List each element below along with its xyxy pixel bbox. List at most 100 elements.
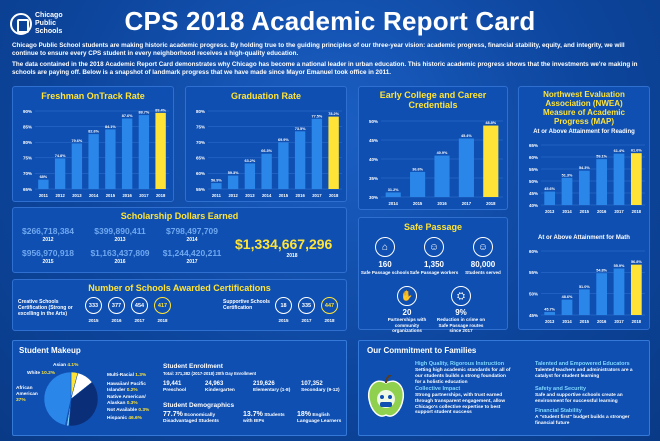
graduation-rate-xtick-label: 2016	[295, 193, 305, 198]
early-college-title: Early College and Career Credentials	[379, 90, 487, 110]
reading-data-label: 51.3%	[562, 173, 573, 177]
math-ytick-label: 50%	[529, 291, 538, 296]
math-xtick-label: 2017	[614, 319, 624, 324]
graduation-rate-ytick-label: 70%	[196, 140, 205, 145]
enrollment-item: 219,626 Elementary (1-8)	[253, 381, 291, 393]
math-data-label: 48.6%	[562, 295, 573, 299]
makeup-legend-native-american: Native American/ Alaskan 0.3%	[107, 395, 146, 406]
early-college-ytick-label: 50%	[369, 119, 378, 124]
safe-passage-panel: Safe Passage ⌂ 160 Safe Passage schools …	[358, 217, 508, 333]
safe-passage-title: Safe Passage	[403, 222, 463, 232]
early-college-xtick-label: 2018	[486, 201, 496, 206]
reading-data-label: 54.3%	[579, 166, 590, 170]
cert-count-circle: 335	[298, 297, 315, 314]
intro-paragraph-1: Chicago Public School students are makin…	[12, 42, 625, 57]
freshman-ontrack-ytick-label: 65%	[23, 187, 32, 192]
workers-icon: ☺	[424, 237, 444, 257]
commitment-head: Collective Impact	[415, 386, 461, 392]
reading-ytick-label: 65%	[529, 143, 538, 148]
freshman-ontrack-xtick-label: 2012	[55, 193, 65, 198]
early-college-data-label: 36.6%	[412, 167, 423, 171]
graduation-rate-ytick-label: 75%	[196, 124, 205, 129]
graduation-rate-xtick-label: 2013	[245, 193, 255, 198]
makeup-legend-hispanic: Hispanic 46.6%	[107, 416, 142, 421]
scholarship-year: 2016	[114, 259, 126, 265]
freshman-ontrack-bar	[88, 134, 99, 189]
reading-subtitle: At or Above Attainment for Reading	[533, 129, 635, 135]
freshman-ontrack-data-label: 84.1%	[105, 125, 116, 129]
reading-data-label: 61.6%	[631, 149, 642, 153]
graduation-rate-panel: Graduation Rate 55% 60% 65% 70% 75% 80% 56.9% 2…	[185, 86, 347, 202]
freshman-ontrack-data-label: 88.7%	[138, 111, 149, 115]
graduation-rate-bar	[311, 118, 323, 189]
reading-ytick-label: 60%	[529, 155, 538, 160]
safe-passage-label: Reduction in crime on Safe Passage route…	[436, 317, 486, 333]
math-ytick-label: 60%	[529, 249, 538, 254]
freshman-ontrack-bar	[155, 112, 166, 189]
early-college-data-label: 45.4%	[461, 134, 472, 138]
reading-bar	[561, 177, 573, 205]
early-college-bar	[410, 171, 426, 197]
partners-icon: ✋	[397, 286, 417, 306]
freshman-ontrack-bar	[71, 143, 83, 189]
makeup-legend-not-available: Not Available 0.3%	[107, 408, 150, 413]
scholarship-panel: Scholarship Dollars Earned $266,718,384 …	[12, 207, 347, 273]
safe-passage-value: 20	[402, 308, 412, 317]
cert-year: 2015	[88, 318, 99, 323]
math-xtick-label: 2013	[545, 319, 555, 324]
reading-xtick-label: 2016	[597, 209, 607, 214]
early-college-xtick-label: 2014	[389, 201, 399, 206]
math-xtick-label: 2014	[562, 319, 572, 324]
cert-year: 2018	[157, 318, 168, 323]
scholarship-title: Scholarship Dollars Earned	[120, 211, 239, 221]
freshman-ontrack-panel: Freshman OnTrack Rate 65% 70% 75% 80% 85% 90%…	[12, 86, 174, 202]
graduation-rate-bar	[261, 153, 272, 189]
reading-bar	[613, 153, 625, 205]
graduation-rate-ytick-label: 60%	[196, 171, 205, 176]
nwea-panel: Northwest Evaluation Association (NWEA) …	[518, 86, 650, 330]
cert-count-circle: 333	[85, 297, 102, 314]
freshman-ontrack-bar	[138, 115, 150, 189]
enrollment-item: 19,441 Preschool	[163, 381, 187, 393]
freshman-ontrack-ytick-label: 70%	[23, 171, 32, 176]
enrollment-item: 24,963 Kindergarten	[205, 381, 235, 393]
enrollment-item: 107,352 Secondary (9-12)	[301, 381, 340, 393]
math-bar	[561, 299, 573, 315]
early-college-data-label: 31.2%	[388, 188, 399, 192]
nwea-title-line: Measure of Academic	[543, 108, 625, 117]
scholarship-year: 2013	[114, 237, 126, 243]
graduation-rate-data-label: 63.2%	[244, 159, 255, 163]
reading-xtick-label: 2013	[545, 209, 555, 214]
graduation-rate-data-label: 66.3%	[261, 149, 272, 153]
reading-xtick-label: 2014	[562, 209, 572, 214]
math-bar	[578, 289, 590, 315]
commitment-body: Safe and supportive schools create an en…	[535, 393, 623, 404]
cert-year: 2018	[324, 318, 335, 323]
early-college-xtick-label: 2016	[437, 201, 447, 206]
safe-passage-label: Students served	[465, 270, 501, 275]
graduation-rate-data-label: 59.3%	[228, 171, 239, 175]
freshman-ontrack-title: Freshman OnTrack Rate	[41, 91, 145, 101]
math-xtick-label: 2018	[632, 319, 642, 324]
certifications-panel: Number of Schools Awarded Certifications…	[12, 279, 347, 331]
early-college-xtick-label: 2017	[462, 201, 472, 206]
cert-count-circle: 18	[275, 297, 292, 314]
scholarship-value: $1,163,437,809	[90, 248, 150, 258]
commitment-body: A "student first" budget builds a strong…	[535, 415, 630, 426]
pie-slice	[68, 381, 99, 427]
math-bar	[613, 268, 625, 315]
graduation-rate-bar	[294, 131, 306, 189]
math-chart: 45% 50% 55% 60% 45.7% 2013 48.6% 2014 51.0% 2015 5…	[529, 249, 645, 324]
early-college-ytick-label: 45%	[369, 138, 378, 143]
freshman-ontrack-chart: 65% 70% 75% 80% 85% 90% 68% 2011 74.8% 2012 79.6% 2…	[23, 108, 169, 198]
page-title: CPS 2018 Academic Report Card	[124, 6, 536, 36]
math-data-label: 51.0%	[579, 285, 590, 289]
math-data-label: 55.9%	[614, 264, 625, 268]
early-college-chart: 30% 35% 40% 45% 50% 31.2% 2014 36.6% 2015 40.9% 20…	[369, 119, 503, 206]
reading-xtick-label: 2017	[614, 209, 624, 214]
makeup-legend-asian: Asian 4.1%	[53, 363, 79, 368]
safe-passage-label: Safe Passage workers	[409, 270, 459, 275]
students-icon: ☺	[473, 237, 493, 257]
enrollment-subtitle: Total: 371,382 (2017-2018) 20th Day Enro…	[163, 371, 257, 376]
freshman-ontrack-bar	[54, 158, 66, 189]
